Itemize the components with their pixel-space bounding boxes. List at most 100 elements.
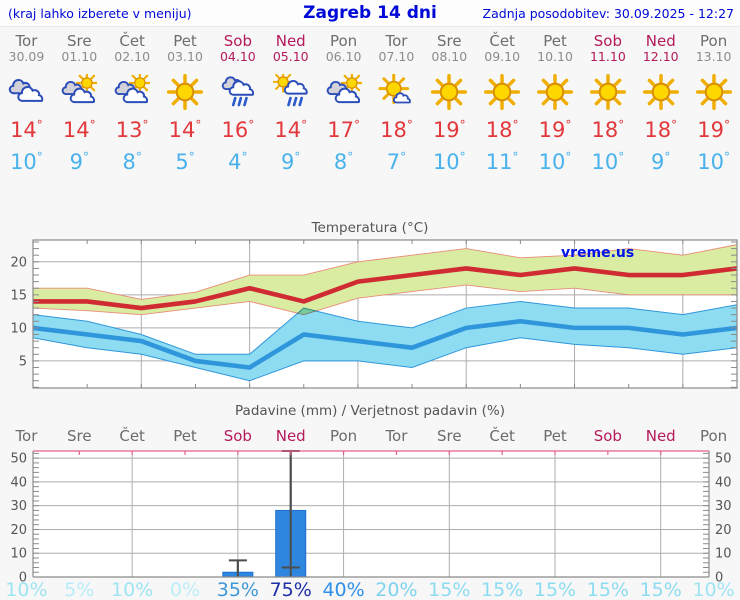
sun-rain-icon xyxy=(273,74,309,110)
day-label: Čet xyxy=(119,426,145,445)
max-temp: 16° xyxy=(221,118,255,142)
day-column: Sre 01.10 14° 9° xyxy=(53,27,106,174)
y-axis-label: 10 xyxy=(10,321,27,336)
last-update: Zadnja posodobitev: 30.09.2025 - 12:27 xyxy=(482,6,734,21)
day-label: Čet xyxy=(489,426,515,445)
day-label: Ned xyxy=(276,427,306,445)
sun-icon xyxy=(537,74,573,110)
day-label: Sre xyxy=(437,427,462,445)
sun-icon xyxy=(696,74,732,110)
min-temp: 5° xyxy=(175,150,195,174)
probability-label: 5% xyxy=(64,579,94,600)
y-axis-label: 15 xyxy=(10,288,27,303)
day-date: 08.10 xyxy=(431,49,468,64)
menu-hint: (kraj lahko izberete v meniju) xyxy=(8,6,192,21)
y-axis-label: 40 xyxy=(10,475,27,490)
probability-label: 40% xyxy=(322,579,364,600)
max-temp: 19° xyxy=(432,118,466,142)
day-label: Sob xyxy=(594,427,622,445)
chart-title: Temperatura (°C) xyxy=(311,220,429,236)
day-date: 03.10 xyxy=(167,49,203,64)
y-axis-label: 20 xyxy=(10,255,27,270)
day-name: Sre xyxy=(437,32,462,50)
day-column: Tor 07.10 18° 7° xyxy=(370,27,423,174)
min-temp: 10° xyxy=(538,150,572,174)
day-date: 13.10 xyxy=(695,49,732,64)
max-temp: 18° xyxy=(591,118,625,142)
min-temp: 10° xyxy=(10,150,43,174)
header-bar: (kraj lahko izberete v meniju) Zagreb 14… xyxy=(0,0,740,27)
chart-title: Padavine (mm) / Verjetnost padavin (%) xyxy=(235,403,505,419)
day-column: Sre 08.10 19° 10° xyxy=(423,27,476,174)
page-title: Zagreb 14 dni xyxy=(303,3,437,23)
probability-label: 15% xyxy=(640,579,682,600)
day-label: Pon xyxy=(700,427,727,445)
y-axis-label: 0 xyxy=(19,571,27,586)
day-name: Tor xyxy=(15,32,38,50)
day-column: Pet 10.10 19° 10° xyxy=(529,27,582,174)
y-axis-label-right: 40 xyxy=(715,475,732,490)
day-label: Sre xyxy=(67,427,92,445)
day-column: Čet 09.10 18° 11° xyxy=(476,27,529,174)
sun-small-cloud-icon xyxy=(378,74,414,110)
min-temp: 10° xyxy=(591,150,625,174)
min-temp: 10° xyxy=(432,150,466,174)
max-temp-line xyxy=(33,266,737,311)
sun-cloud-icon xyxy=(326,74,362,110)
sun-cloud-icon xyxy=(61,74,97,110)
day-date: 10.10 xyxy=(537,49,573,64)
day-column: Pon 13.10 19° 10° xyxy=(687,27,740,174)
day-date: 05.10 xyxy=(272,49,309,64)
day-date: 04.10 xyxy=(219,49,256,64)
probability-label: 15% xyxy=(534,579,576,600)
day-label: Sob xyxy=(224,427,252,445)
sun-icon xyxy=(431,74,467,110)
max-temp: 19° xyxy=(697,118,730,142)
probability-label: 0% xyxy=(170,579,200,600)
day-name: Čet xyxy=(489,32,515,50)
day-date: 06.10 xyxy=(325,49,362,64)
day-label: Tor xyxy=(14,427,38,445)
probability-label: 75% xyxy=(270,579,312,600)
max-temp: 13° xyxy=(115,118,149,142)
day-date: 07.10 xyxy=(378,49,415,64)
y-axis-label-right: 20 xyxy=(715,523,732,538)
day-column: Ned 05.10 14° 9° xyxy=(264,27,317,174)
day-name: Sob xyxy=(223,32,252,50)
day-name: Pon xyxy=(700,32,728,50)
day-date: 30.09 xyxy=(8,49,45,64)
max-temp: 18° xyxy=(485,118,519,142)
max-temp: 14° xyxy=(10,118,43,142)
max-temp: 18° xyxy=(644,118,678,142)
min-temp: 11° xyxy=(485,150,519,174)
probability-label: 15% xyxy=(481,579,523,600)
max-temp: 14° xyxy=(62,118,96,142)
day-date: 02.10 xyxy=(114,49,151,64)
day-name: Ned xyxy=(275,32,306,50)
min-temp: 8° xyxy=(122,150,142,174)
y-axis-label: 20 xyxy=(10,523,27,538)
day-date: 11.10 xyxy=(589,49,626,64)
sun-icon xyxy=(484,74,520,110)
day-name: Sre xyxy=(66,32,92,50)
y-axis-label-right: 30 xyxy=(715,499,732,514)
day-label: Pet xyxy=(173,427,197,445)
forecast-strip: Tor 30.09 14° 10° Sre 01.10 14° 9° Čet 02.10 13° 8°… xyxy=(0,27,740,174)
probability-label: 20% xyxy=(375,579,417,600)
probability-label: 35% xyxy=(217,579,259,600)
day-name: Tor xyxy=(385,32,408,50)
y-axis-label: 30 xyxy=(10,499,27,514)
y-axis-label-right: 0 xyxy=(715,571,723,586)
day-label: Pet xyxy=(543,427,567,445)
y-axis-label-right: 10 xyxy=(715,547,732,562)
day-date: 12.10 xyxy=(642,49,679,64)
day-date: 01.10 xyxy=(61,49,98,64)
y-axis-label: 50 xyxy=(10,452,27,467)
watermark: vreme.us xyxy=(561,245,634,261)
probability-label: 10% xyxy=(5,579,47,600)
sun-icon xyxy=(643,74,679,110)
y-axis-label: 10 xyxy=(10,547,27,562)
min-temp: 10° xyxy=(697,150,730,174)
probability-label: 15% xyxy=(587,579,629,600)
sun-icon xyxy=(590,74,626,110)
